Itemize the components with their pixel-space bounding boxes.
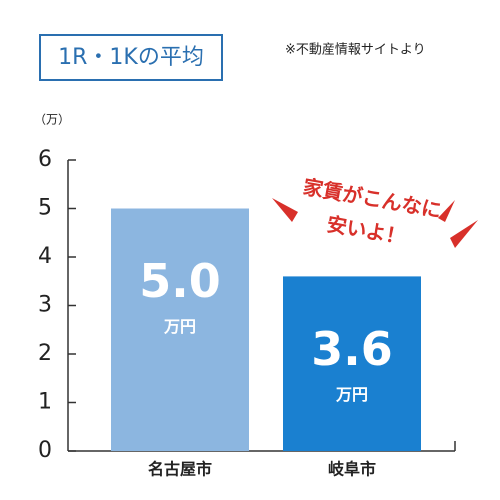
y-tick-label: 0 (38, 438, 52, 463)
note: ※不動産情報サイトより (285, 42, 426, 58)
value-label: 5.0 (139, 254, 221, 308)
spike (272, 198, 298, 222)
y-tick-label: 5 (38, 196, 52, 221)
annotation: 安いよ！ (325, 212, 408, 249)
y-tick-label: 1 (38, 390, 52, 415)
spike (438, 200, 455, 222)
x-tick-label: 名古屋市 (148, 460, 212, 479)
annotation: 家賃がこんなに (301, 175, 443, 223)
bar (111, 208, 249, 451)
value-label: 3.6 (311, 322, 393, 376)
bar (283, 276, 421, 451)
value-unit: 万円 (335, 385, 368, 404)
y-unit: （万） (34, 113, 70, 127)
y-tick-label: 3 (38, 293, 52, 318)
value-unit: 万円 (163, 317, 196, 336)
y-tick-label: 4 (38, 244, 52, 269)
spike (450, 220, 478, 248)
title-box (39, 34, 223, 81)
x-tick-label: 岐阜市 (328, 460, 376, 479)
chart-title: 1R・1Kの平均 (58, 45, 204, 70)
y-tick-label: 2 (38, 341, 52, 366)
y-tick-label: 6 (38, 147, 52, 172)
